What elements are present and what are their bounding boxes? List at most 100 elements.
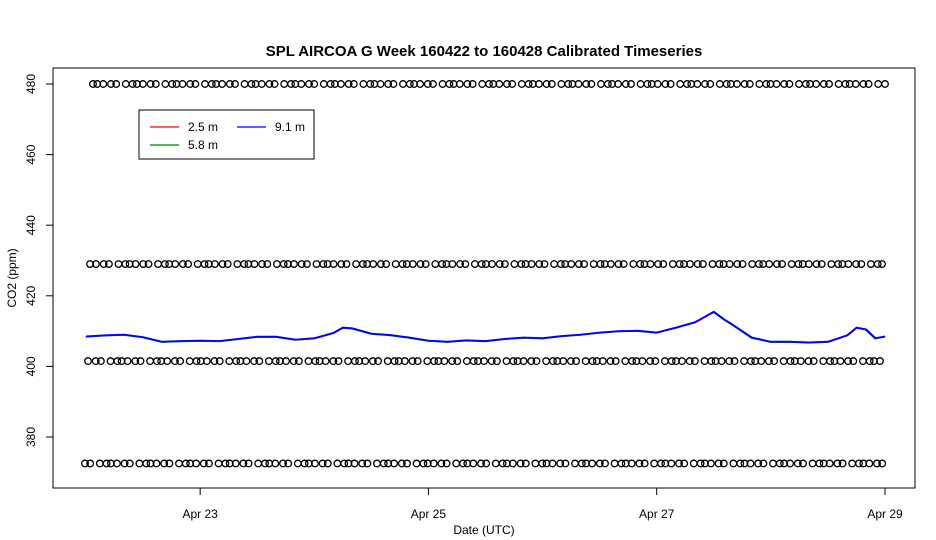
flag-marker	[614, 260, 623, 268]
flag-marker	[574, 80, 583, 88]
flag-marker	[279, 260, 288, 268]
y-axis-label: CO2 (ppm)	[5, 248, 19, 307]
flag-marker	[107, 80, 115, 88]
flag-marker	[160, 260, 169, 268]
flag-marker	[740, 357, 749, 366]
flag-marker	[603, 80, 612, 88]
flag-marker	[794, 260, 803, 268]
flag-marker	[567, 260, 576, 268]
flag-marker	[619, 260, 628, 268]
flag-marker	[796, 357, 805, 366]
flag-marker	[469, 357, 478, 366]
flag-marker	[363, 459, 372, 468]
flag-marker	[508, 80, 517, 88]
flag-marker	[400, 357, 409, 366]
flag-marker	[706, 459, 715, 468]
flag-marker	[589, 260, 598, 268]
flag-marker	[799, 459, 807, 468]
flag-marker	[717, 357, 726, 366]
flag-marker	[254, 459, 263, 468]
flag-marker	[416, 260, 425, 268]
flag-marker	[440, 357, 449, 366]
flag-marker	[859, 80, 868, 88]
x-tick-label: Apr 27	[639, 507, 675, 521]
flag-marker	[438, 260, 447, 268]
series-line	[85, 310, 886, 344]
flag-marker	[112, 459, 121, 468]
flag-marker	[210, 357, 219, 366]
flag-marker	[99, 260, 108, 268]
flag-marker	[651, 357, 660, 366]
flag-marker	[628, 357, 637, 366]
flag-marker	[746, 357, 755, 366]
flag-marker	[144, 260, 153, 268]
flag-marker	[192, 357, 201, 366]
flag-marker	[708, 260, 717, 268]
flag-marker	[326, 80, 335, 88]
flag-marker	[379, 459, 388, 468]
flag-marker	[725, 357, 734, 366]
flag-marker	[685, 357, 694, 366]
flag-marker	[233, 260, 242, 268]
flag-marker	[389, 80, 398, 88]
flag-marker	[675, 459, 683, 468]
flag-marker	[754, 459, 763, 468]
flag-marker	[770, 357, 779, 366]
flag-marker	[654, 260, 663, 268]
flag-marker	[614, 80, 623, 88]
flag-marker	[170, 357, 179, 366]
flag-marker	[848, 459, 857, 468]
flag-marker	[329, 357, 338, 366]
flag-marker	[762, 80, 771, 88]
flag-marker	[689, 459, 698, 468]
flag-marker	[297, 80, 306, 88]
flag-marker	[817, 260, 826, 268]
flag-marker	[485, 80, 493, 88]
flag-marker	[826, 357, 835, 366]
flag-marker	[319, 80, 328, 88]
flag-marker	[650, 459, 659, 468]
legend-label: 5.8 m	[188, 138, 218, 152]
flag-marker	[225, 357, 234, 366]
flag-marker	[112, 80, 121, 88]
flag-marker	[627, 80, 635, 88]
flag-marker	[787, 260, 796, 268]
flag-marker	[611, 357, 620, 366]
flag-marker	[765, 260, 774, 268]
flag-marker	[361, 357, 370, 366]
flag-marker	[215, 357, 224, 366]
flag-marker	[838, 459, 847, 468]
flag-marker	[102, 459, 111, 468]
flag-marker	[160, 459, 169, 468]
y-tick-label: 460	[24, 144, 38, 164]
flag-marker	[812, 80, 821, 88]
flag-marker	[161, 80, 170, 88]
flag-marker	[598, 357, 607, 366]
flag-marker	[135, 459, 144, 468]
flag-marker	[487, 357, 496, 366]
flag-marker	[214, 459, 223, 468]
flag-marker	[834, 80, 843, 88]
flag-marker	[785, 80, 794, 88]
flag-marker	[548, 357, 557, 366]
flag-marker	[152, 357, 161, 366]
flag-marker	[178, 260, 187, 268]
flag-marker	[423, 80, 432, 88]
flag-marker	[342, 260, 351, 268]
flag-marker	[359, 80, 368, 88]
flag-marker	[390, 357, 399, 366]
flag-marker	[482, 459, 491, 468]
flag-marker	[873, 260, 882, 268]
flag-marker	[231, 80, 239, 88]
flag-marker	[636, 80, 645, 88]
flag-marker	[566, 357, 575, 366]
flag-marker	[92, 260, 100, 268]
flag-marker	[376, 80, 385, 88]
flag-marker	[521, 459, 530, 468]
flag-marker	[772, 80, 781, 88]
flag-marker	[729, 459, 738, 468]
legend-label: 2.5 m	[188, 120, 218, 134]
flag-marker	[265, 80, 274, 88]
flag-marker	[556, 260, 565, 268]
flag-marker	[582, 80, 591, 88]
